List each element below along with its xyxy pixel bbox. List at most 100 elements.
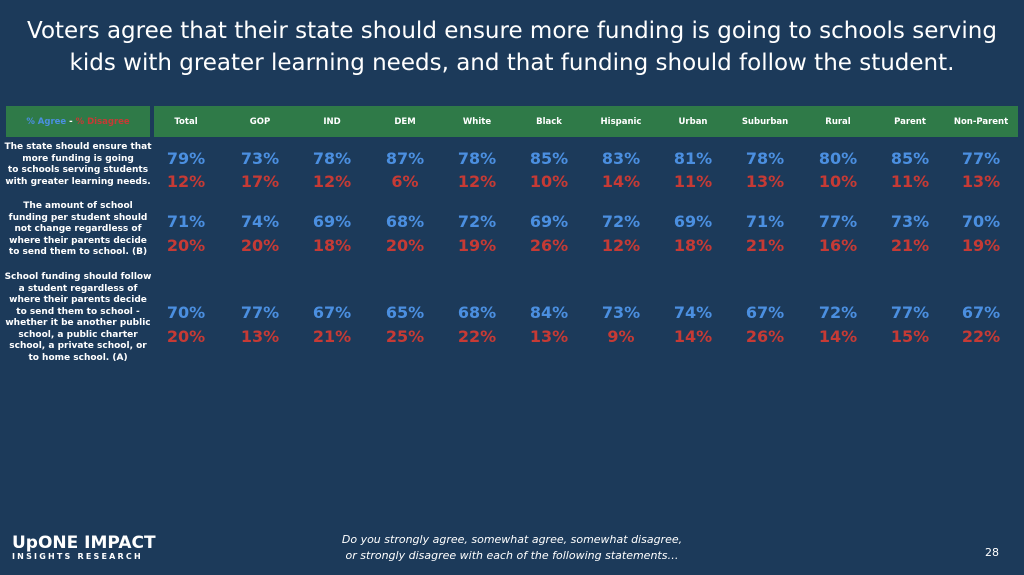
statement-line: funding per student should xyxy=(8,212,148,223)
column-header: Hispanic xyxy=(600,117,642,127)
disagree-value: 13% xyxy=(961,172,1001,191)
disagree-value: 18% xyxy=(312,236,352,255)
disagree-value: 13% xyxy=(240,327,280,346)
disagree-value: 20% xyxy=(166,236,206,255)
disagree-value: 26% xyxy=(745,327,785,346)
agree-value: 74% xyxy=(673,303,713,322)
statement-line: whether it be another public xyxy=(5,318,151,328)
disagree-value: 12% xyxy=(166,172,206,191)
agree-value: 65% xyxy=(385,303,425,322)
agree-value: 72% xyxy=(601,212,641,231)
column-header: Non-Parent xyxy=(953,117,1009,127)
title-line: kids with greater learning needs, and th… xyxy=(69,50,955,76)
agree-value: 67% xyxy=(312,303,352,322)
agree-value: 71% xyxy=(745,212,785,231)
disagree-value: 19% xyxy=(457,236,497,255)
statement-line: where their parents decide xyxy=(9,295,147,305)
disagree-value: 15% xyxy=(890,327,930,346)
disagree-value: 13% xyxy=(745,172,785,191)
legend-disagree: % Disagree xyxy=(75,117,130,127)
agree-value: 80% xyxy=(818,149,858,168)
disagree-value: 14% xyxy=(673,327,713,346)
disagree-value: 21% xyxy=(312,327,352,346)
disagree-value: 20% xyxy=(385,236,425,255)
disagree-value: 22% xyxy=(961,327,1001,346)
agree-value: 85% xyxy=(529,149,569,168)
column-header: Parent xyxy=(894,117,926,127)
agree-value: 77% xyxy=(818,212,858,231)
disagree-value: 13% xyxy=(529,327,569,346)
statement-line: to schools serving students xyxy=(7,165,149,175)
disagree-value: 21% xyxy=(745,236,785,255)
agree-value: 73% xyxy=(890,212,930,231)
agree-value: 70% xyxy=(961,212,1001,231)
disagree-value: 10% xyxy=(529,172,569,191)
agree-value: 73% xyxy=(240,149,280,168)
disagree-value: 12% xyxy=(312,172,352,191)
agree-value: 67% xyxy=(745,303,785,322)
question-line: or strongly disagree with each of the fo… xyxy=(345,549,679,562)
disagree-value: 11% xyxy=(890,172,930,191)
agree-value: 69% xyxy=(312,212,352,231)
column-header: Total xyxy=(174,117,198,127)
column-header: GOP xyxy=(249,117,271,127)
agree-value: 84% xyxy=(529,303,569,322)
disagree-value: 18% xyxy=(673,236,713,255)
statement-line: more funding is going xyxy=(22,153,134,164)
statement-line: to home school. (A) xyxy=(28,352,128,363)
statement-line: a student regardless of xyxy=(18,283,138,294)
disagree-value: 9% xyxy=(607,327,635,346)
question-line: Do you strongly agree, somewhat agree, s… xyxy=(341,533,683,546)
agree-value: 77% xyxy=(961,149,1001,168)
logo-sub: INSIGHTS RESEARCH xyxy=(12,552,143,561)
header-left xyxy=(6,106,150,137)
statement-line: to send them to school. (B) xyxy=(8,247,148,257)
page-number: 28 xyxy=(985,546,999,559)
agree-value: 78% xyxy=(312,149,352,168)
agree-value: 72% xyxy=(457,212,497,231)
agree-value: 77% xyxy=(240,303,280,322)
statement-line: The amount of school xyxy=(23,201,133,211)
agree-value: 69% xyxy=(673,212,713,231)
agree-value: 83% xyxy=(601,149,641,168)
agree-value: 68% xyxy=(457,303,497,322)
disagree-value: 10% xyxy=(818,172,858,191)
agree-value: 71% xyxy=(166,212,206,231)
disagree-value: 25% xyxy=(385,327,425,346)
statement-line: with greater learning needs. xyxy=(5,176,151,187)
disagree-value: 20% xyxy=(240,236,280,255)
logo: UpONE IMPACT xyxy=(12,533,156,553)
statement-line: school, a private school, or xyxy=(9,341,147,351)
disagree-value: 26% xyxy=(529,236,569,255)
agree-value: 68% xyxy=(385,212,425,231)
agree-value: 79% xyxy=(166,149,206,168)
agree-value: 87% xyxy=(385,149,425,168)
disagree-value: 11% xyxy=(673,172,713,191)
agree-value: 78% xyxy=(457,149,497,168)
statement-line: School funding should follow xyxy=(4,272,152,282)
header-bar xyxy=(154,106,1018,137)
agree-value: 73% xyxy=(601,303,641,322)
statement-line: to send them to school - xyxy=(16,306,140,317)
column-header: Black xyxy=(536,117,562,127)
legend-sep: - xyxy=(66,117,76,127)
disagree-value: 12% xyxy=(457,172,497,191)
column-header: White xyxy=(462,117,492,127)
legend: % Agree - % Disagree xyxy=(26,117,129,127)
legend-agree: % Agree xyxy=(26,117,67,127)
statement-line: The state should ensure that xyxy=(4,142,152,152)
disagree-value: 19% xyxy=(961,236,1001,255)
agree-value: 70% xyxy=(166,303,206,322)
disagree-value: 21% xyxy=(890,236,930,255)
disagree-value: 14% xyxy=(601,172,641,191)
disagree-value: 22% xyxy=(457,327,497,346)
column-header: Urban xyxy=(678,117,708,127)
column-header: DEM xyxy=(394,117,416,127)
agree-value: 69% xyxy=(529,212,569,231)
title-line: Voters agree that their state should ens… xyxy=(27,18,997,44)
disagree-value: 12% xyxy=(601,236,641,255)
column-header: Rural xyxy=(825,117,851,127)
column-header: IND xyxy=(323,117,341,127)
disagree-value: 16% xyxy=(818,236,858,255)
statement-line: where their parents decide xyxy=(9,235,147,246)
